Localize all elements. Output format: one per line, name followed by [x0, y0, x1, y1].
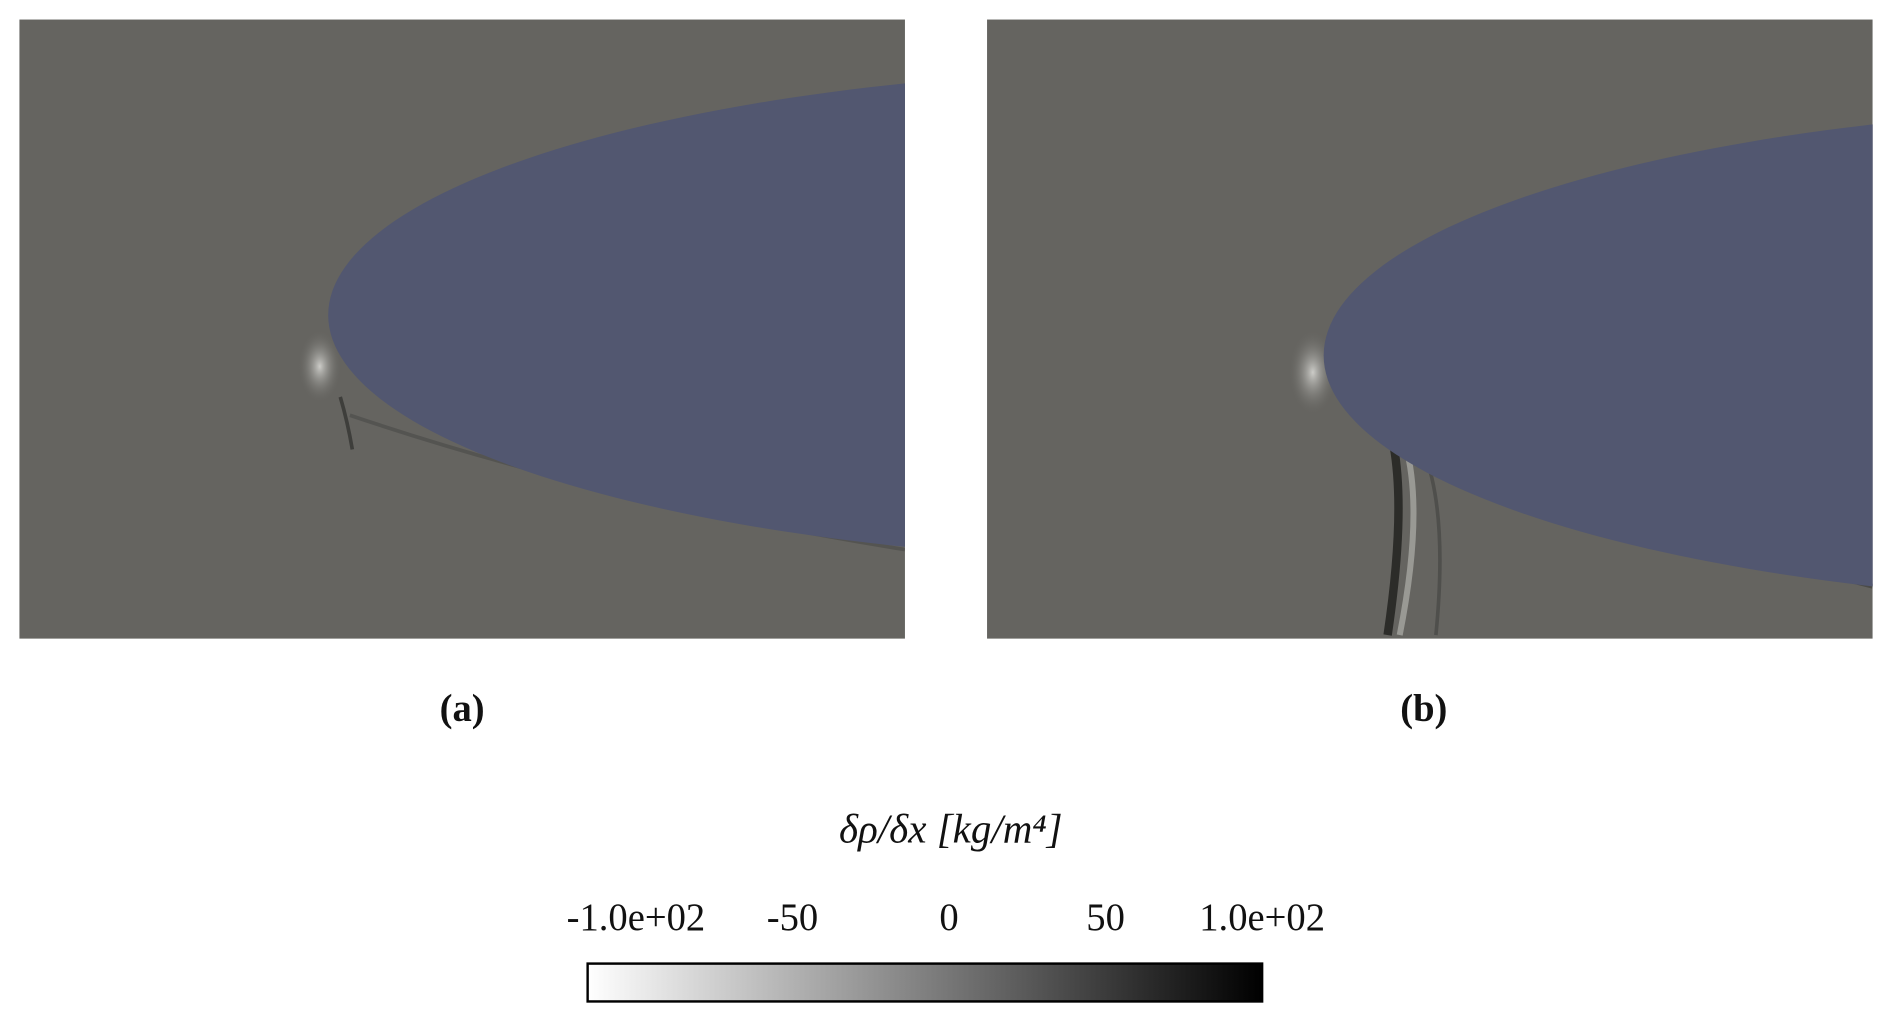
colorbar-tick-label: 0 [939, 896, 958, 939]
panel-label: (a) [440, 687, 485, 730]
colorbar-tick-label: 1.0e+02 [1199, 896, 1325, 939]
panel-a-image [19, 19, 905, 639]
colorbar-tick-label: 50 [1086, 896, 1125, 939]
panel-b-image [987, 19, 1873, 639]
colorbar [586, 962, 1264, 1003]
colorbar-title: δρ/δx [kg/m⁴] [839, 805, 1063, 851]
panel-label: (b) [1400, 687, 1447, 730]
colorbar-tick-label: -1.0e+02 [567, 896, 706, 939]
colorbar-tick-label: -50 [767, 896, 818, 939]
